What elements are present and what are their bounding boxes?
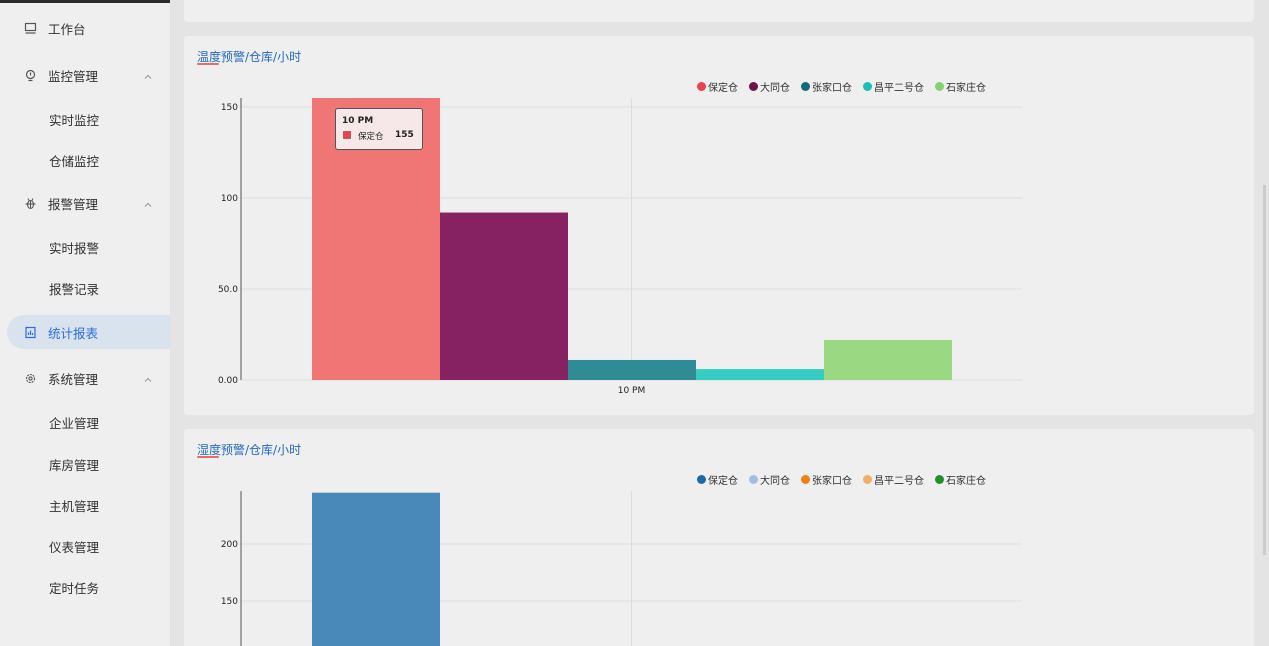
temperature-panel: 温度预警/仓库/小时 保定仓 大同仓 张家口仓 昌平二号仓 石家庄仓 0.00 50.0 1… — [184, 36, 1254, 415]
sidebar-item-host[interactable]: 主机管理 — [0, 488, 170, 522]
tooltip-swatch — [342, 130, 352, 140]
sidebar-item-system-management[interactable]: 系统管理 — [0, 361, 170, 395]
y-tick-label: 50.0 — [218, 285, 238, 295]
chart-legend[interactable]: 保定仓 大同仓 张家口仓 昌平二号仓 石家庄仓 — [697, 79, 986, 94]
legend-item[interactable]: 石家庄仓 — [935, 79, 986, 94]
legend-label: 昌平二号仓 — [874, 476, 924, 487]
legend-item[interactable]: 昌平二号仓 — [863, 472, 924, 487]
legend-label: 大同仓 — [760, 83, 790, 94]
sidebar-item-label: 工作台 — [48, 21, 86, 37]
lightbulb-icon — [23, 68, 37, 82]
report-icon — [23, 325, 37, 339]
legend-swatch — [801, 475, 810, 484]
panel-title: 温度预警/仓库/小时 — [197, 50, 302, 64]
sidebar-item-label: 仪表管理 — [49, 539, 100, 555]
bug-icon — [23, 196, 37, 210]
legend-swatch — [697, 82, 706, 91]
chevron-up-icon — [143, 198, 153, 208]
sidebar-item-storage-monitor[interactable]: 仓储监控 — [0, 143, 170, 177]
legend-label: 大同仓 — [760, 476, 790, 487]
legend-swatch — [863, 475, 872, 484]
sidebar-item-label: 实时报警 — [49, 240, 100, 256]
legend-label: 昌平二号仓 — [874, 83, 924, 94]
sidebar-item-label: 报警管理 — [48, 196, 99, 212]
sidebar-item-warehouse[interactable]: 库房管理 — [0, 447, 170, 481]
sidebar-item-label: 库房管理 — [49, 457, 100, 473]
y-tick-label: 200 — [221, 540, 238, 550]
legend-item[interactable]: 昌平二号仓 — [863, 79, 924, 94]
title-underline — [197, 456, 219, 458]
legend-item[interactable]: 大同仓 — [749, 472, 790, 487]
sidebar-item-label: 仓储监控 — [49, 153, 100, 169]
chart-bar — [568, 359, 696, 380]
chart-bar — [312, 492, 440, 646]
sidebar-item-alarm-management[interactable]: 报警管理 — [0, 186, 170, 220]
y-tick-label: 100 — [221, 194, 238, 204]
legend-label: 张家口仓 — [812, 476, 852, 487]
legend-item[interactable]: 张家口仓 — [801, 472, 852, 487]
tooltip-value: 155 — [395, 130, 414, 140]
legend-label: 保定仓 — [708, 83, 738, 94]
x-tick-label: 10 PM — [618, 386, 646, 396]
sidebar-item-realtime-alarm[interactable]: 实时报警 — [0, 230, 170, 264]
sidebar-item-workbench[interactable]: 工作台 — [0, 11, 170, 45]
title-underline — [197, 63, 219, 65]
sidebar-item-label: 系统管理 — [48, 371, 99, 387]
humidity-chart: 150 200 — [221, 491, 1022, 646]
y-tick-label: 150 — [221, 103, 238, 113]
scrollbar[interactable] — [1263, 185, 1266, 555]
legend-swatch — [801, 82, 810, 91]
chart-legend[interactable]: 保定仓 大同仓 张家口仓 昌平二号仓 石家庄仓 — [697, 472, 986, 487]
sidebar-item-meter[interactable]: 仪表管理 — [0, 529, 170, 563]
legend-swatch — [697, 475, 706, 484]
chart-bar — [696, 369, 824, 380]
top-bar-edge — [0, 0, 170, 3]
chevron-up-icon — [143, 70, 153, 80]
gear-icon — [23, 371, 37, 385]
chart-bar — [440, 212, 568, 380]
tooltip-series: 保定仓 — [358, 132, 384, 142]
sidebar-item-label: 监控管理 — [48, 68, 99, 84]
sidebar-item-label: 实时监控 — [49, 112, 100, 128]
legend-swatch — [935, 475, 944, 484]
legend-item[interactable]: 保定仓 — [697, 79, 738, 94]
temperature-chart: 0.00 50.0 100 150 10 PM — [218, 98, 1022, 396]
legend-item[interactable]: 张家口仓 — [801, 79, 852, 94]
legend-label: 石家庄仓 — [946, 83, 986, 94]
sidebar-item-label: 企业管理 — [49, 415, 100, 431]
tooltip-title: 10 PM — [342, 116, 374, 126]
sidebar-item-label: 报警记录 — [49, 281, 100, 297]
legend-swatch — [749, 82, 758, 91]
legend-item[interactable]: 石家庄仓 — [935, 472, 986, 487]
panel-title: 湿度预警/仓库/小时 — [197, 443, 302, 457]
sidebar-item-label: 定时任务 — [49, 580, 100, 596]
humidity-panel: 湿度预警/仓库/小时 保定仓 大同仓 张家口仓 昌平二号仓 石家庄仓 150 200 — [184, 429, 1254, 646]
sidebar-item-enterprise[interactable]: 企业管理 — [0, 405, 170, 439]
chart-bar — [824, 339, 952, 380]
legend-label: 保定仓 — [708, 476, 738, 487]
chevron-up-icon — [143, 373, 153, 383]
sidebar-item-scheduled-task[interactable]: 定时任务 — [0, 570, 170, 604]
sidebar-item-statistics-report[interactable]: 统计报表 — [7, 315, 170, 349]
sidebar: 工作台 监控管理 实时监控 仓储监控 报警管理 实时报警 报警记录 — [0, 0, 171, 646]
sidebar-item-monitoring[interactable]: 监控管理 — [0, 58, 170, 92]
previous-panel — [184, 0, 1254, 22]
sidebar-item-realtime-monitor[interactable]: 实时监控 — [0, 102, 170, 136]
monitor-icon — [23, 21, 37, 35]
legend-item[interactable]: 保定仓 — [697, 472, 738, 487]
legend-swatch — [863, 82, 872, 91]
sidebar-item-label: 主机管理 — [49, 498, 100, 514]
legend-swatch — [749, 475, 758, 484]
legend-item[interactable]: 大同仓 — [749, 79, 790, 94]
y-tick-label: 0.00 — [218, 376, 238, 386]
legend-label: 张家口仓 — [812, 83, 852, 94]
legend-swatch — [935, 82, 944, 91]
legend-label: 石家庄仓 — [946, 476, 986, 487]
y-tick-label: 150 — [221, 597, 238, 607]
sidebar-item-alarm-records[interactable]: 报警记录 — [0, 271, 170, 305]
sidebar-item-label: 统计报表 — [48, 325, 99, 341]
chart-tooltip: 10 PM 保定仓 155 — [335, 108, 423, 150]
